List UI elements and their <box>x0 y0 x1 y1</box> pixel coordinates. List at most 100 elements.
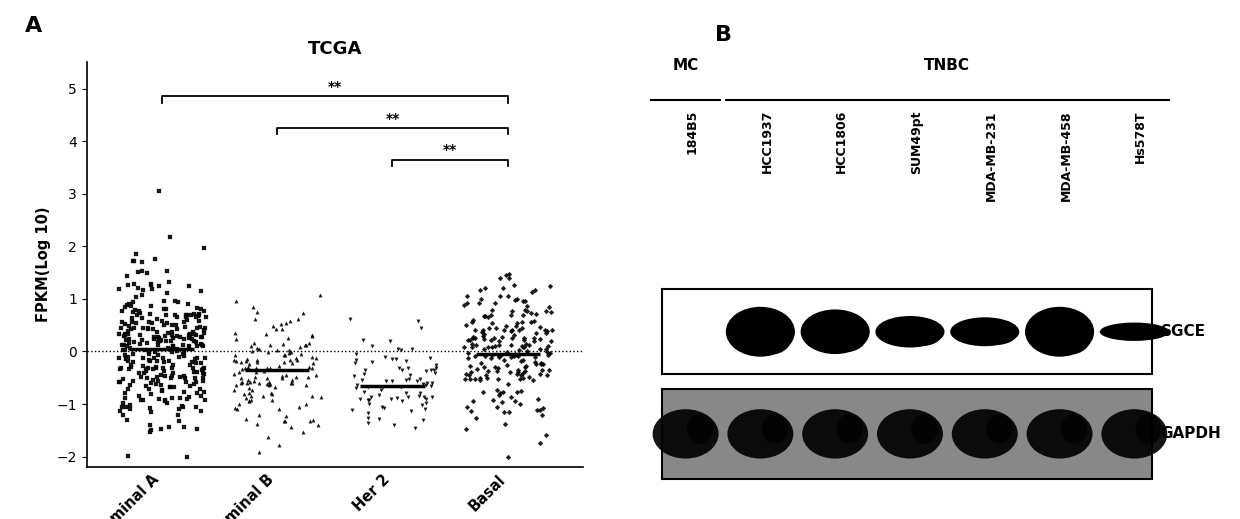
Ellipse shape <box>1100 322 1169 341</box>
Point <box>281 379 301 387</box>
Point <box>522 288 542 296</box>
Point <box>120 381 140 389</box>
Ellipse shape <box>728 409 794 459</box>
Point <box>487 403 507 411</box>
Point <box>174 388 193 397</box>
Point <box>155 332 175 340</box>
Point <box>533 404 553 412</box>
Point <box>513 343 533 351</box>
Point <box>162 372 182 380</box>
Point <box>306 354 326 362</box>
Point <box>125 306 145 314</box>
Point <box>497 453 517 461</box>
Point <box>179 300 198 308</box>
Point <box>161 321 181 329</box>
Point <box>532 412 552 420</box>
Text: GAPDH: GAPDH <box>1161 427 1221 441</box>
Point <box>195 306 215 315</box>
Point <box>532 366 552 374</box>
Point <box>151 371 171 379</box>
Point <box>140 358 160 366</box>
Point <box>169 405 188 413</box>
Point <box>481 335 501 344</box>
Point <box>162 348 182 356</box>
Point <box>139 349 159 358</box>
Ellipse shape <box>978 324 1017 345</box>
Point <box>186 403 206 411</box>
Text: MDA-MB-458: MDA-MB-458 <box>1059 110 1073 200</box>
Point <box>379 337 399 345</box>
Point <box>140 280 160 288</box>
Point <box>358 414 378 422</box>
Point <box>148 373 167 381</box>
Point <box>149 395 169 403</box>
Point <box>114 340 134 349</box>
Point <box>516 362 536 370</box>
Point <box>193 365 213 374</box>
Point <box>512 356 532 364</box>
Point <box>109 285 129 293</box>
Point <box>275 416 295 425</box>
Point <box>186 313 206 321</box>
Point <box>490 389 510 398</box>
Point <box>143 325 162 334</box>
Point <box>386 355 405 363</box>
Point <box>124 350 144 359</box>
Point <box>541 308 560 316</box>
Point <box>122 325 141 334</box>
Point <box>229 367 249 376</box>
Point <box>308 421 327 429</box>
Point <box>175 348 195 356</box>
Point <box>342 405 362 414</box>
Point <box>164 370 184 378</box>
Point <box>407 377 427 385</box>
Point <box>191 359 211 367</box>
Point <box>184 379 203 388</box>
Point <box>112 324 131 332</box>
Point <box>187 389 207 397</box>
Point <box>156 319 176 327</box>
Point <box>177 316 197 324</box>
Point <box>475 284 495 292</box>
Point <box>531 359 551 367</box>
Point <box>303 364 322 373</box>
Point <box>372 386 392 394</box>
Point <box>536 329 556 337</box>
Point <box>456 321 476 329</box>
Point <box>238 376 258 384</box>
Point <box>140 421 160 430</box>
Point <box>169 411 188 419</box>
Point <box>497 292 517 301</box>
Point <box>311 393 331 402</box>
Point <box>247 344 267 352</box>
Point <box>129 370 149 378</box>
Point <box>112 364 131 372</box>
Point <box>113 346 133 354</box>
Point <box>525 353 544 361</box>
Point <box>505 397 525 405</box>
Point <box>114 331 134 339</box>
Point <box>490 391 510 400</box>
Ellipse shape <box>1136 414 1162 444</box>
Point <box>464 332 484 340</box>
Point <box>425 369 445 377</box>
Point <box>272 325 291 333</box>
Point <box>192 341 212 349</box>
Point <box>479 313 498 322</box>
Point <box>177 311 197 319</box>
Point <box>109 330 129 338</box>
Point <box>224 351 244 359</box>
Point <box>512 318 532 326</box>
Point <box>538 303 558 311</box>
Point <box>195 364 215 373</box>
Ellipse shape <box>1025 307 1094 357</box>
Point <box>246 367 265 376</box>
Point <box>262 395 281 404</box>
Point <box>122 363 141 371</box>
Point <box>170 373 190 381</box>
Point <box>174 423 193 431</box>
Point <box>258 348 278 357</box>
Point <box>413 415 433 424</box>
Point <box>505 350 525 358</box>
Point <box>187 368 207 376</box>
